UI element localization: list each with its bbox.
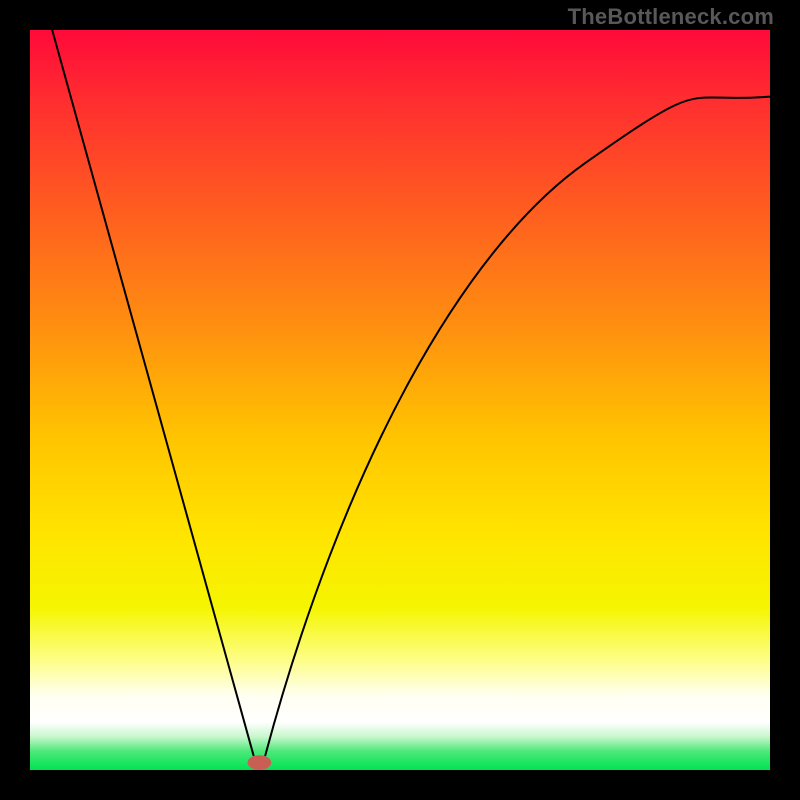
watermark-text: TheBottleneck.com bbox=[568, 4, 774, 30]
bottleneck-marker bbox=[248, 755, 272, 770]
chart-frame: TheBottleneck.com bbox=[0, 0, 800, 800]
plot-area bbox=[30, 30, 770, 770]
